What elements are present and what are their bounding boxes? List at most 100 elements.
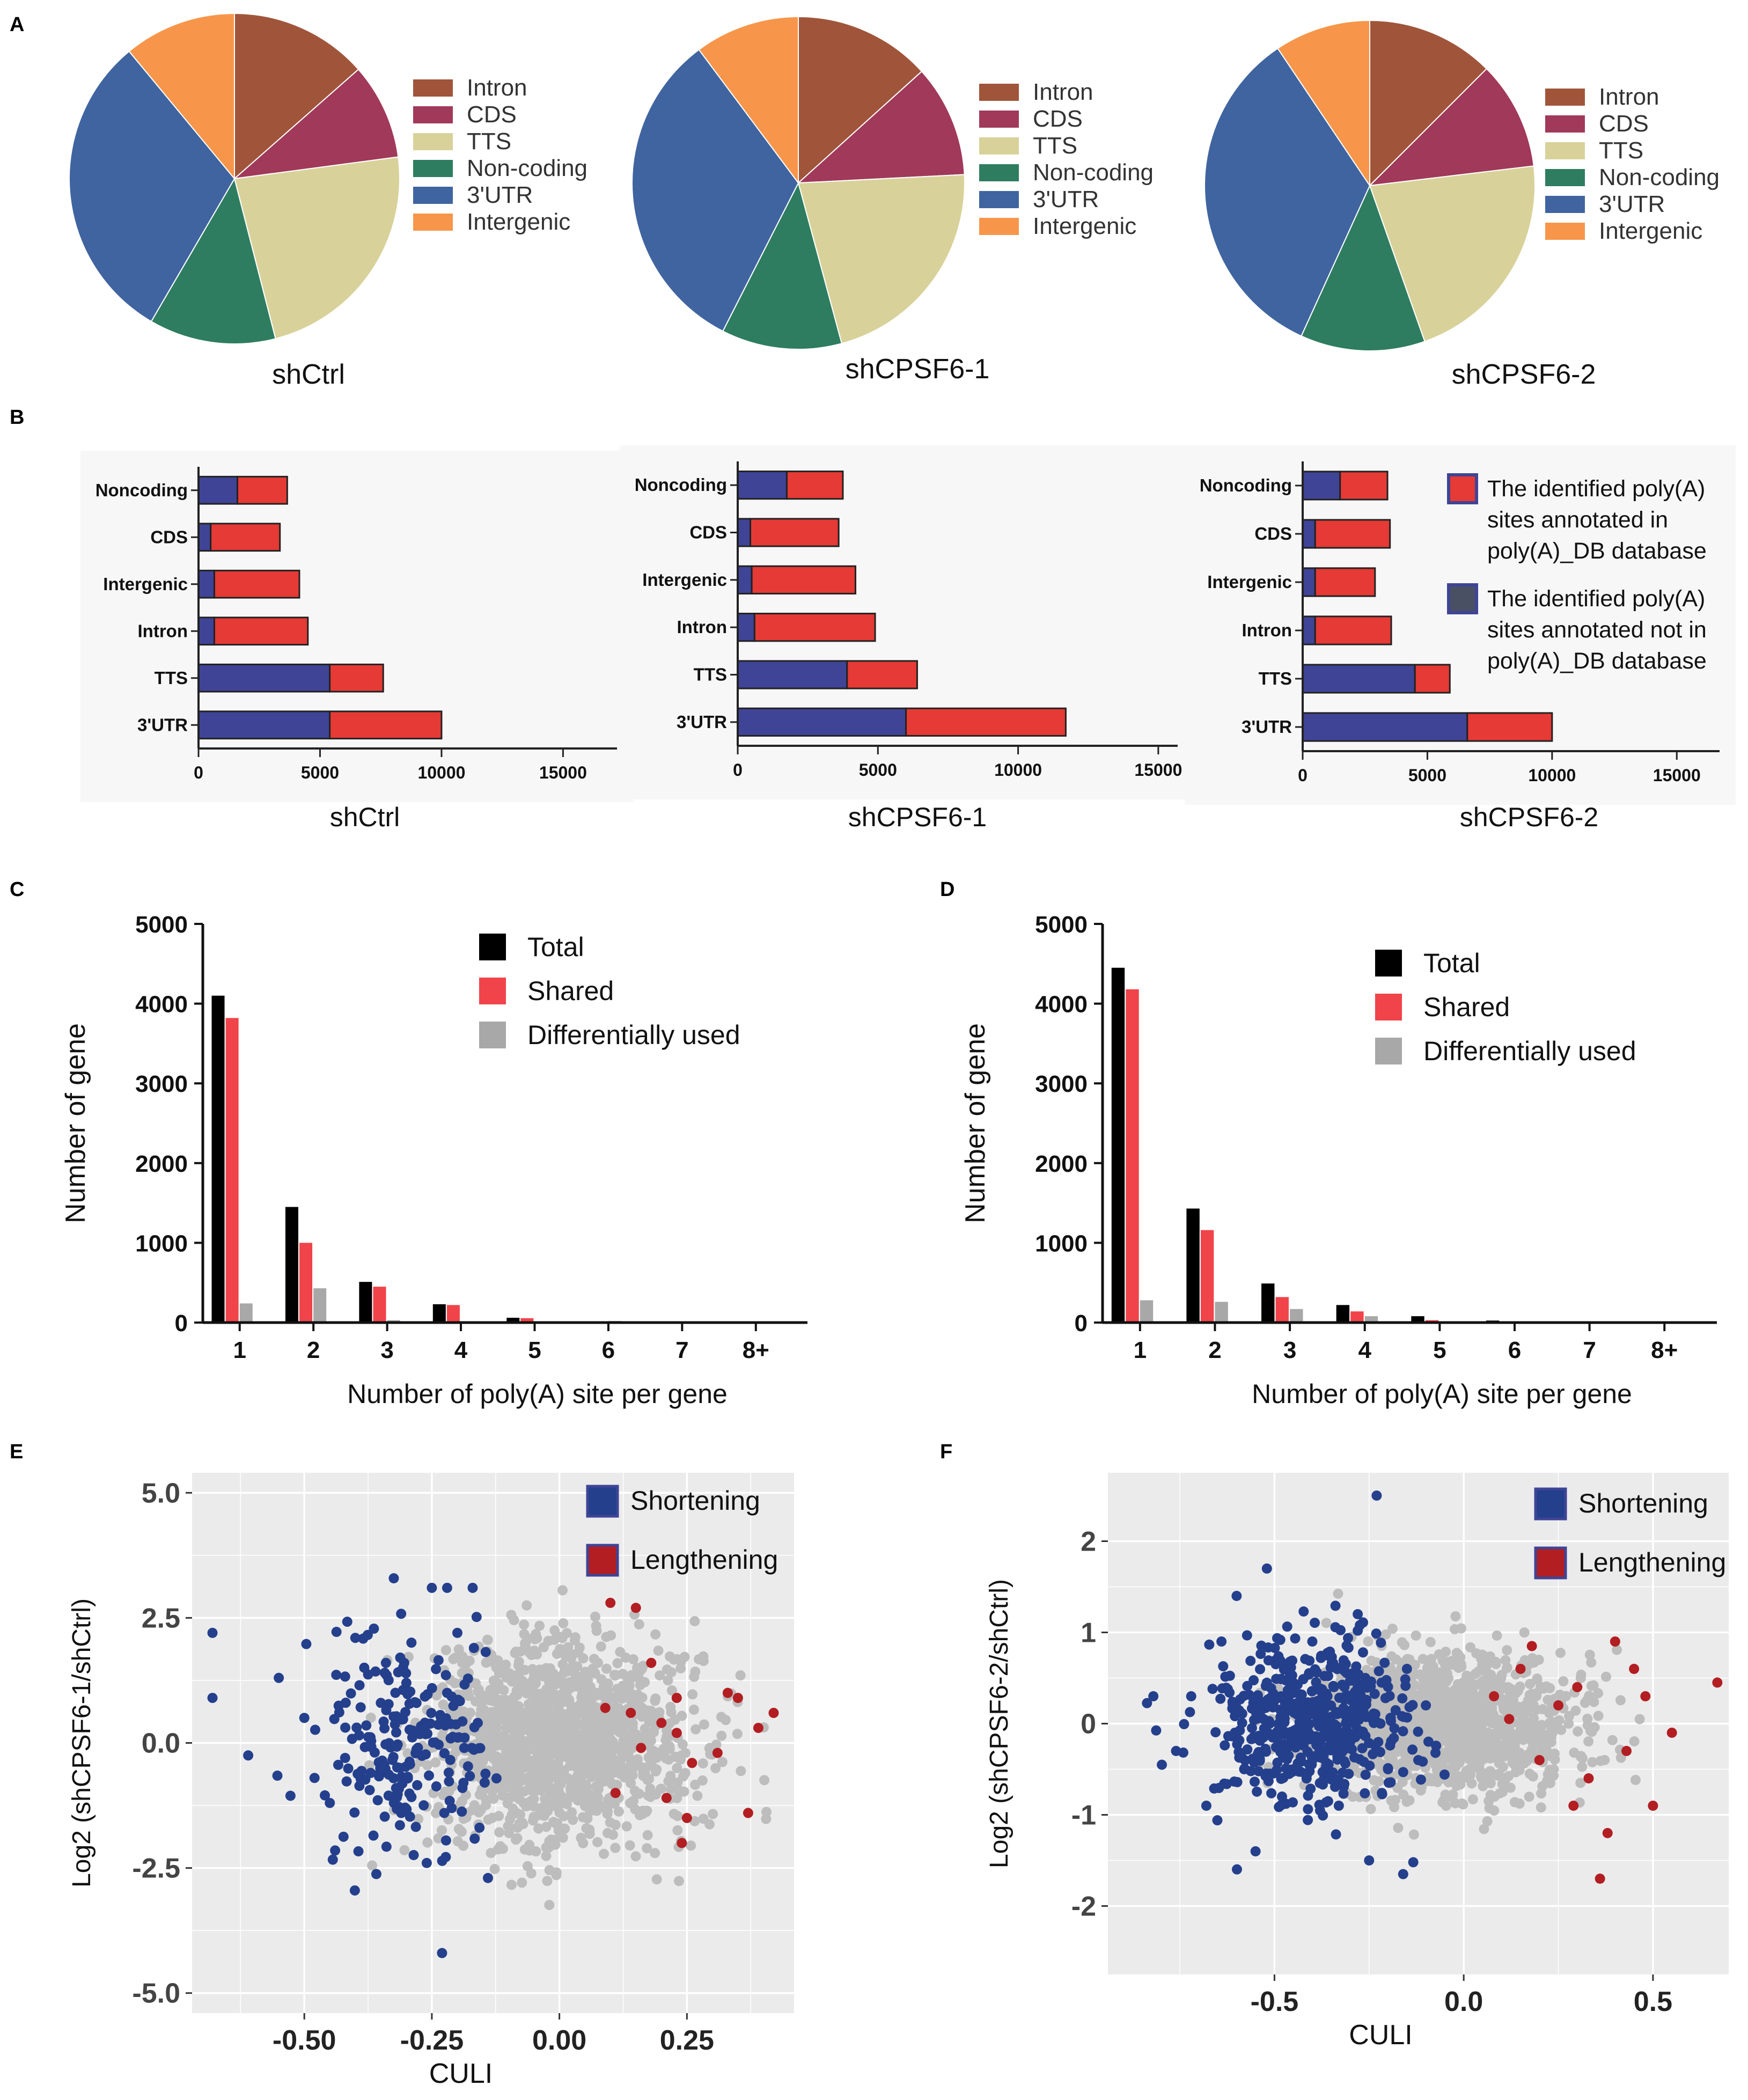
point-lengthening: [1568, 1801, 1579, 1811]
point-unchanged: [1455, 1719, 1466, 1730]
point-unchanged: [457, 1651, 468, 1662]
legend-swatch-total: [479, 934, 506, 960]
point-shortening: [366, 1736, 377, 1746]
point-unchanged: [1573, 1726, 1583, 1737]
point-unchanged: [1497, 1761, 1508, 1772]
point-unchanged: [1630, 1774, 1641, 1785]
point-unchanged: [567, 1807, 577, 1818]
point-shortening: [1332, 1754, 1343, 1765]
point-unchanged: [1347, 1791, 1358, 1802]
point-shortening: [1338, 1703, 1349, 1714]
bar-segment-annotated: [1314, 567, 1376, 597]
point-shortening: [439, 1748, 450, 1759]
x-tick-label: 0.25: [660, 2025, 714, 2056]
y-tick-label: 5000: [1035, 912, 1088, 938]
point-unchanged: [533, 1747, 544, 1758]
point-unchanged: [624, 1680, 635, 1691]
point-unchanged: [590, 1668, 600, 1679]
point-shortening: [479, 1777, 490, 1788]
point-unchanged: [704, 1819, 715, 1830]
legend-swatch-total: [1375, 950, 1402, 976]
point-shortening: [462, 1761, 473, 1772]
point-lengthening: [1602, 1828, 1613, 1838]
point-shortening: [1335, 1663, 1346, 1674]
point-shortening: [1306, 1751, 1317, 1761]
point-shortening: [422, 1689, 433, 1700]
point-unchanged: [548, 1734, 559, 1744]
point-unchanged: [1484, 1803, 1495, 1813]
point-shortening: [381, 1705, 392, 1715]
point-shortening: [1304, 1719, 1314, 1730]
legend-swatch-3-utr: [1545, 196, 1585, 213]
point-shortening: [452, 1732, 463, 1743]
point-shortening: [1371, 1490, 1382, 1501]
point-unchanged: [1582, 1695, 1592, 1706]
point-unchanged: [675, 1663, 686, 1673]
point-unchanged: [1387, 1624, 1398, 1634]
point-shortening: [356, 1766, 367, 1776]
point-unchanged: [1607, 1735, 1618, 1745]
y-tick-label: 0: [1075, 1310, 1088, 1337]
point-shortening: [349, 1807, 360, 1818]
legend-swatch-intergenic: [1545, 223, 1585, 240]
bar-shared: [1200, 1230, 1214, 1323]
chart-title: shCPSF6-2: [1460, 802, 1598, 832]
point-unchanged: [608, 1780, 619, 1790]
x-tick-label: 1: [233, 1337, 246, 1363]
point-unchanged: [1494, 1723, 1504, 1734]
point-shortening: [1260, 1744, 1271, 1754]
legend-swatch-differentially-used: [1375, 1038, 1402, 1064]
point-unchanged: [513, 1660, 524, 1671]
legend-label-not-annotated: sites annotated not in: [1487, 617, 1707, 643]
point-unchanged: [1473, 1679, 1484, 1690]
point-unchanged: [496, 1709, 507, 1720]
point-unchanged: [666, 1707, 677, 1717]
point-unchanged: [664, 1718, 675, 1729]
point-unchanged: [1508, 1695, 1518, 1706]
category-label-3-utr: 3'UTR: [677, 712, 727, 732]
point-shortening: [380, 1657, 391, 1668]
point-shortening: [1280, 1727, 1290, 1737]
point-unchanged: [610, 1842, 621, 1853]
panel-label-e: E: [10, 1441, 23, 1463]
point-unchanged: [1544, 1718, 1555, 1729]
point-shortening: [1364, 1855, 1375, 1866]
point-shortening: [1398, 1869, 1408, 1879]
point-unchanged: [1507, 1757, 1518, 1768]
point-unchanged: [1549, 1754, 1560, 1765]
point-unchanged: [666, 1685, 677, 1696]
chart-background: [80, 451, 633, 802]
point-shortening: [1323, 1796, 1333, 1807]
point-shortening: [467, 1582, 478, 1593]
category-label-intron: Intron: [138, 621, 188, 641]
point-shortening: [1157, 1759, 1167, 1770]
point-shortening: [1246, 1734, 1257, 1744]
point-lengthening: [1621, 1746, 1632, 1756]
point-shortening: [426, 1708, 437, 1719]
point-shortening: [457, 1806, 467, 1817]
point-unchanged: [573, 1647, 584, 1658]
point-shortening: [1314, 1778, 1325, 1788]
point-shortening: [1256, 1640, 1267, 1651]
point-unchanged: [544, 1865, 555, 1876]
point-shortening: [1151, 1725, 1162, 1736]
legend-swatch-cds: [979, 111, 1019, 128]
point-shortening: [346, 1688, 356, 1699]
point-lengthening: [626, 1708, 636, 1719]
point-shortening: [392, 1762, 402, 1773]
point-unchanged: [1446, 1776, 1457, 1787]
point-unchanged: [1486, 1679, 1496, 1690]
point-unchanged: [548, 1790, 559, 1801]
legend-label-total: Total: [1423, 948, 1480, 978]
legend-swatch-3-utr: [413, 187, 453, 204]
bar-segment-annotated: [329, 710, 443, 740]
legend-swatch-shared: [1375, 994, 1402, 1020]
point-unchanged: [1467, 1731, 1478, 1742]
point-unchanged: [483, 1656, 494, 1667]
point-unchanged: [491, 1722, 502, 1732]
point-shortening: [1336, 1744, 1347, 1754]
point-shortening: [1333, 1801, 1344, 1811]
x-tick-label: 0: [733, 760, 743, 780]
point-unchanged: [602, 1805, 613, 1816]
